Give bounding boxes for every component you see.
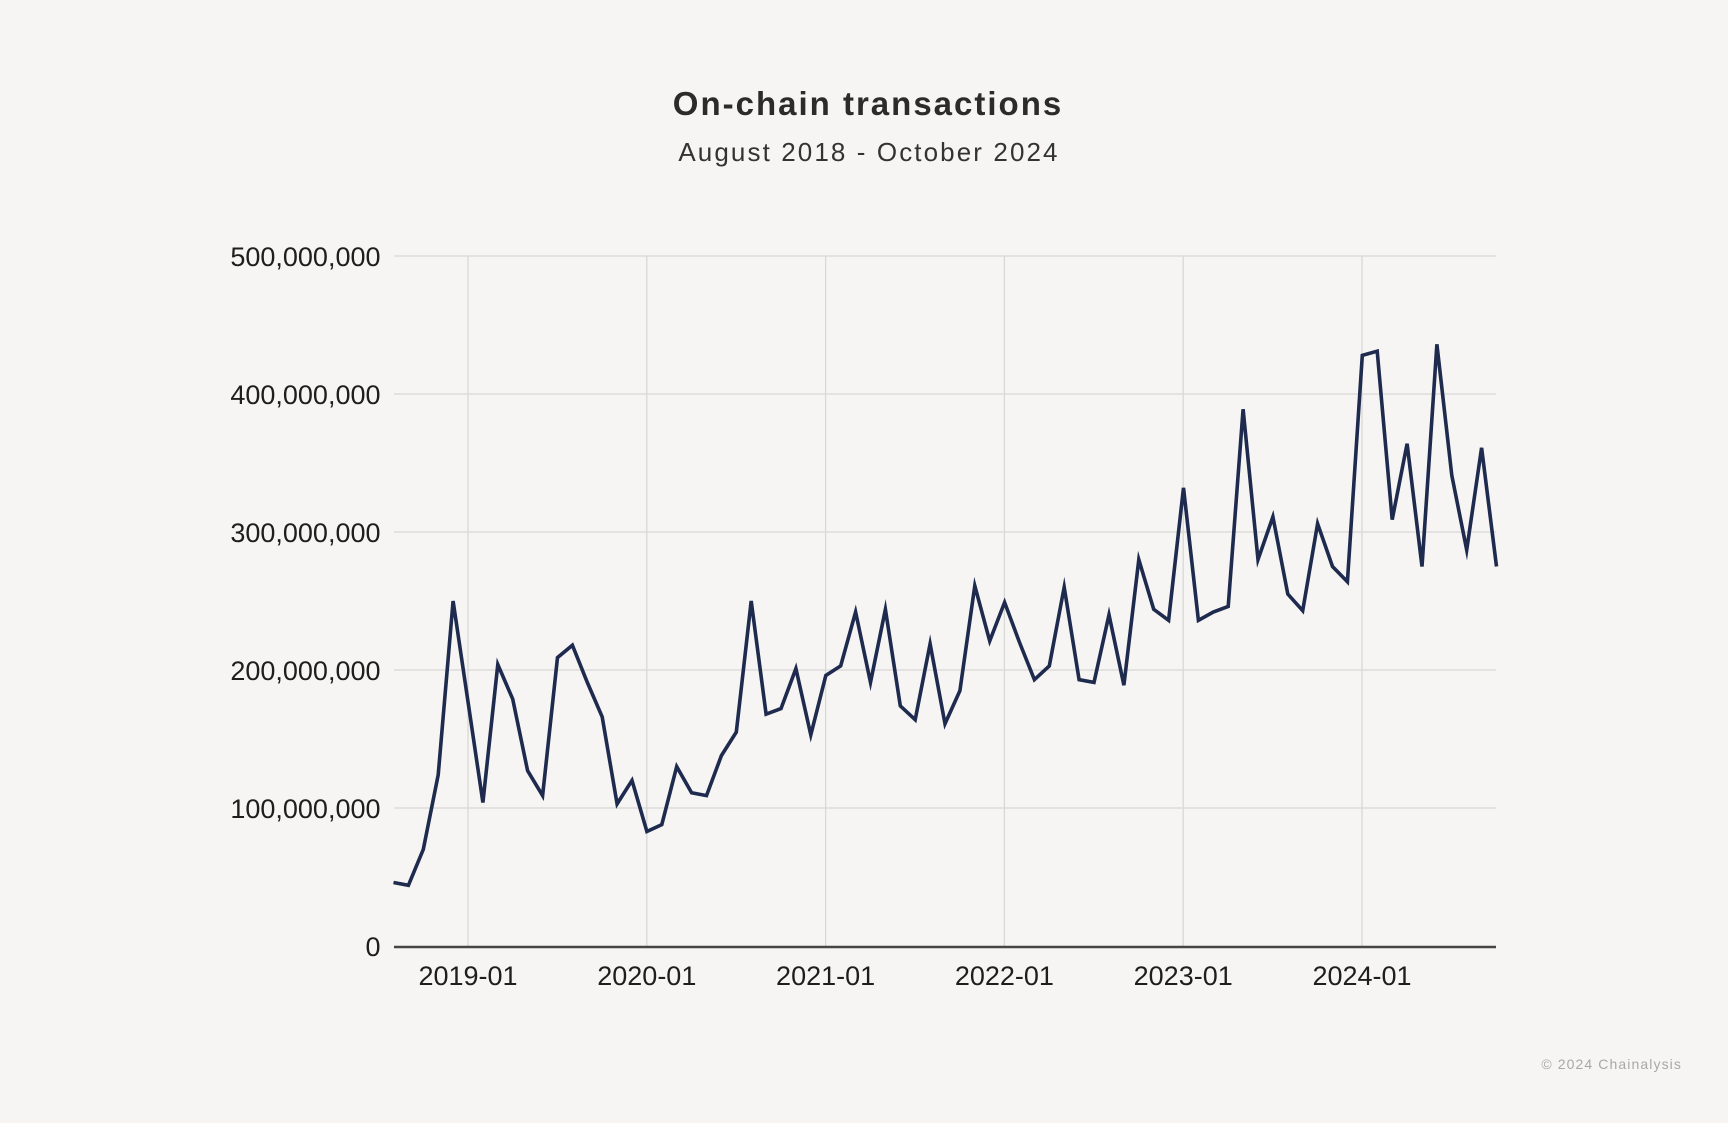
svg-text:300,000,000: 300,000,000: [230, 518, 380, 548]
svg-text:2024-01: 2024-01: [1312, 961, 1411, 991]
svg-text:0: 0: [365, 932, 380, 962]
svg-text:2019-01: 2019-01: [418, 961, 517, 991]
svg-text:200,000,000: 200,000,000: [230, 656, 380, 686]
svg-text:2023-01: 2023-01: [1134, 961, 1233, 991]
svg-text:500,000,000: 500,000,000: [230, 242, 380, 272]
svg-text:2020-01: 2020-01: [597, 961, 696, 991]
svg-text:100,000,000: 100,000,000: [230, 794, 380, 824]
svg-text:400,000,000: 400,000,000: [230, 380, 380, 410]
svg-text:2022-01: 2022-01: [955, 961, 1054, 991]
svg-text:2021-01: 2021-01: [776, 961, 875, 991]
